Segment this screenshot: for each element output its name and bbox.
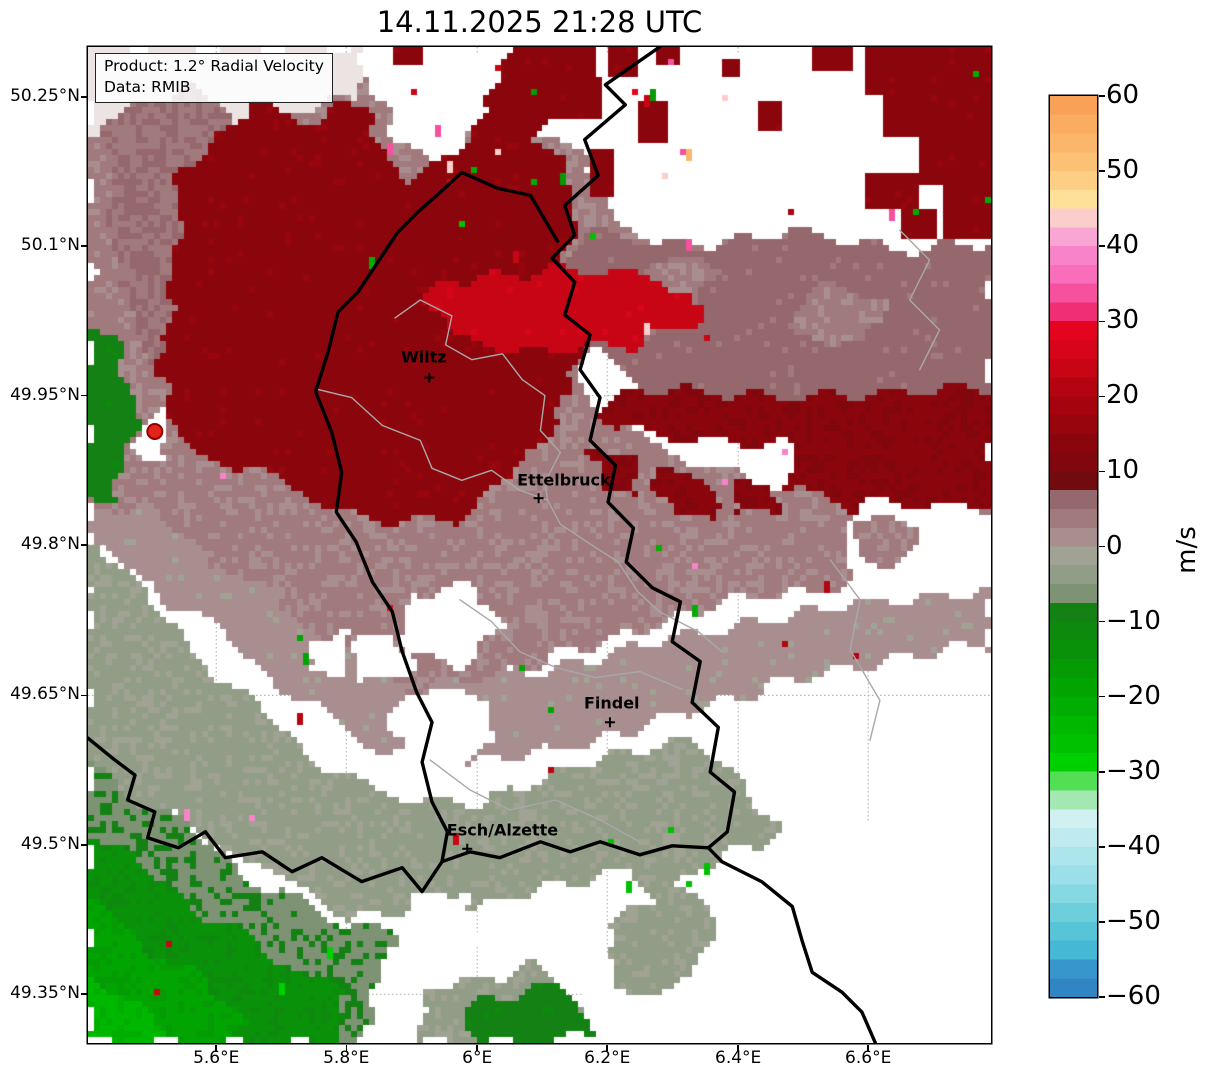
axis-tick-mark [81,844,87,846]
axis-tick-mark [81,544,87,546]
y-axis-tick-label: 50.1°N [20,235,80,256]
product-line: Product: 1.2° Radial Velocity [104,57,324,75]
axis-tick-mark [737,1044,739,1051]
country-border-line [88,736,711,894]
axis-tick-mark [1098,695,1105,698]
x-axis-tick-label: 6.2°E [584,1048,631,1068]
district-border-line [829,559,881,741]
district-border-line [546,499,723,653]
city-label: Wiltz [401,347,447,367]
figure-title: 14.11.2025 21:28 UTC [376,5,703,39]
axis-tick-mark [476,1044,478,1051]
district-border-line [429,759,641,843]
axis-tick-mark [1098,95,1105,97]
axis-tick-mark [215,1044,217,1051]
country-border-line [313,170,560,864]
radar-site-dot [146,422,164,440]
colorbar-tick-label: 0 [1106,530,1123,561]
axis-tick-mark [1098,320,1105,322]
axis-tick-mark [1098,245,1105,247]
colorbar-tick-label: −10 [1106,605,1161,636]
district-border-line [394,299,561,501]
axis-tick-mark [345,1044,347,1051]
axis-tick-mark [1098,545,1105,548]
map-plot-area: Product: 1.2° Radial Velocity Data: RMIB… [88,47,991,1043]
y-axis-tick-label: 50.25°N [10,85,80,106]
y-axis-tick-label: 49.65°N [10,684,80,705]
y-axis-tick-label: 49.8°N [20,534,80,554]
axis-tick-mark [606,1044,608,1051]
axis-tick-mark [1098,771,1105,773]
axis-tick-mark [81,694,87,697]
city-label: Findel [583,693,640,713]
district-border-line [899,229,941,371]
y-axis-tick-label: 49.35°N [10,983,80,1004]
colorbar-tick-label: 30 [1106,305,1140,336]
colorbar [1050,96,1097,997]
country-border-line [550,47,878,1043]
colorbar-tick-label: 40 [1106,230,1140,261]
x-axis-tick-label: 6.4°E [715,1048,762,1068]
x-axis-tick-label: 6°E [462,1048,493,1068]
axis-tick-mark [1098,620,1105,623]
axis-tick-mark [81,96,87,98]
colorbar-tick-label: −50 [1106,905,1161,936]
y-axis-tick-label: 49.5°N [20,833,80,854]
district-border-line [317,388,549,501]
colorbar-tick-label: −20 [1106,680,1161,711]
colorbar-tick-label: 50 [1106,155,1140,186]
colorbar-unit-label: m/s [1172,526,1202,574]
axis-tick-mark [1098,996,1105,998]
x-axis-tick-label: 5.8°E [323,1048,370,1068]
district-border-line [459,599,683,691]
colorbar-tick-label: −30 [1106,755,1161,786]
y-axis-tick-label: 49.95°N [10,384,80,405]
axis-tick-mark [81,245,87,247]
axis-tick-mark [81,993,87,995]
axis-tick-mark [1098,921,1105,923]
axis-tick-mark [1098,170,1105,172]
axis-tick-mark [81,394,87,397]
city-label: Ettelbruck [517,470,611,490]
colorbar-tick-label: −60 [1106,981,1161,1011]
product-annotation-box: Product: 1.2° Radial Velocity Data: RMIB [95,53,333,103]
colorbar-tick-label: 60 [1106,80,1140,110]
data-source-line: Data: RMIB [104,78,191,96]
colorbar-tick-label: 10 [1106,455,1140,486]
colorbar-tick-label: 20 [1106,380,1140,411]
x-axis-tick-label: 5.6°E [193,1048,240,1068]
axis-tick-mark [1098,395,1105,398]
borders-layer [88,47,941,1043]
axis-tick-mark [1098,846,1105,848]
city-label: Esch/Alzette [446,820,559,840]
axis-tick-mark [867,1044,869,1051]
x-axis-tick-label: 6.6°E [845,1048,892,1068]
axis-tick-mark [1098,470,1105,473]
colorbar-tick-label: −40 [1106,830,1161,861]
